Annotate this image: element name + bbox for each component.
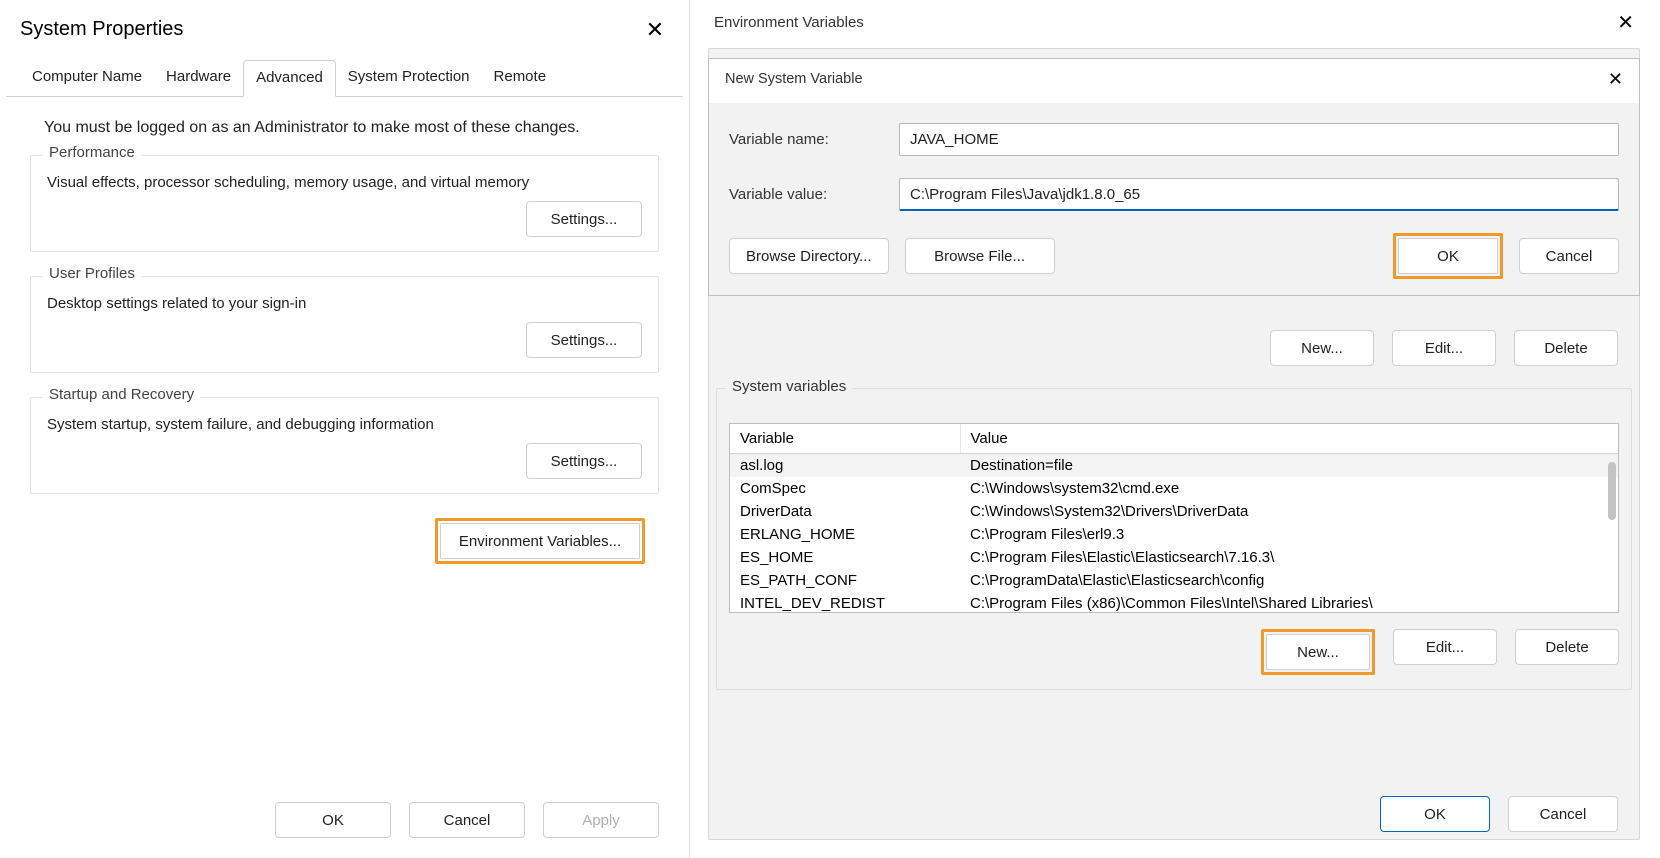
cell-value: C:\Program Files\Elastic\Elasticsearch\7… <box>960 546 1618 569</box>
edit-button[interactable]: Edit... <box>1392 330 1496 366</box>
table-row[interactable]: asl.logDestination=file <box>730 454 1618 478</box>
dialog-body: Variable name: Variable value: Browse Di… <box>709 103 1639 295</box>
tabs-bar: Computer Name Hardware Advanced System P… <box>6 59 683 97</box>
tab-computer-name[interactable]: Computer Name <box>20 60 154 97</box>
group-desc: Desktop settings related to your sign-in <box>47 295 642 312</box>
variable-value-row: Variable value: <box>729 178 1619 211</box>
group-title: Startup and Recovery <box>43 386 200 403</box>
cancel-button[interactable]: Cancel <box>409 802 525 838</box>
variable-value-label: Variable value: <box>729 186 899 203</box>
variable-name-row: Variable name: <box>729 123 1619 156</box>
edit-button[interactable]: Edit... <box>1393 629 1497 665</box>
group-desc: Visual effects, processor scheduling, me… <box>47 174 642 191</box>
ok-button[interactable]: OK <box>1380 796 1490 832</box>
cell-value: C:\ProgramData\Elastic\Elasticsearch\con… <box>960 569 1618 592</box>
cell-variable: INTEL_DEV_REDIST <box>730 592 960 612</box>
close-icon[interactable]: ✕ <box>1617 10 1634 35</box>
table-row[interactable]: ES_PATH_CONFC:\ProgramData\Elastic\Elast… <box>730 569 1618 592</box>
delete-button[interactable]: Delete <box>1515 629 1619 665</box>
table-row[interactable]: ERLANG_HOMEC:\Program Files\erl9.3 <box>730 523 1618 546</box>
system-variables-table[interactable]: Variable Value asl.logDestination=fileCo… <box>730 424 1618 612</box>
system-vars-button-row: New... Edit... Delete <box>729 629 1619 675</box>
new-button[interactable]: New... <box>1266 634 1370 670</box>
dialog-footer: Browse Directory... Browse File... OK Ca… <box>729 233 1619 279</box>
ok-button[interactable]: OK <box>1398 238 1498 274</box>
tab-hardware[interactable]: Hardware <box>154 60 243 97</box>
cell-variable: ES_HOME <box>730 546 960 569</box>
apply-button: Apply <box>543 802 659 838</box>
environment-variables-footer: OK Cancel <box>1380 796 1618 832</box>
tab-advanced[interactable]: Advanced <box>243 60 336 97</box>
startup-settings-button[interactable]: Settings... <box>526 443 642 479</box>
dialog-title: New System Variable <box>709 59 1639 103</box>
cell-variable: asl.log <box>730 454 960 478</box>
highlight-marker: Environment Variables... <box>435 518 645 564</box>
system-properties-window: System Properties ✕ Computer Name Hardwa… <box>0 0 690 858</box>
admin-note: You must be logged on as an Administrato… <box>44 119 659 137</box>
highlight-marker: OK <box>1393 233 1503 279</box>
cell-variable: DriverData <box>730 500 960 523</box>
system-variables-table-wrap: Variable Value asl.logDestination=fileCo… <box>729 423 1619 613</box>
tab-remote[interactable]: Remote <box>482 60 559 97</box>
scrollbar-thumb[interactable] <box>1608 462 1616 520</box>
cell-variable: ComSpec <box>730 477 960 500</box>
group-title: Performance <box>43 144 141 161</box>
user-profiles-group: User Profiles Desktop settings related t… <box>30 276 659 373</box>
window-title: System Properties <box>0 0 689 53</box>
cancel-button[interactable]: Cancel <box>1508 796 1618 832</box>
cell-value: C:\Program Files\erl9.3 <box>960 523 1618 546</box>
cell-value: C:\Windows\System32\Drivers\DriverData <box>960 500 1618 523</box>
table-row[interactable]: INTEL_DEV_REDISTC:\Program Files (x86)\C… <box>730 592 1618 612</box>
group-desc: System startup, system failure, and debu… <box>47 416 642 433</box>
system-properties-body: You must be logged on as an Administrato… <box>0 97 689 564</box>
user-vars-button-row: New... Edit... Delete <box>1270 330 1618 366</box>
performance-settings-button[interactable]: Settings... <box>526 201 642 237</box>
cell-value: Destination=file <box>960 454 1618 478</box>
highlight-marker: New... <box>1261 629 1375 675</box>
column-header-variable[interactable]: Variable <box>730 424 960 454</box>
delete-button[interactable]: Delete <box>1514 330 1618 366</box>
profiles-settings-button[interactable]: Settings... <box>526 322 642 358</box>
ok-button[interactable]: OK <box>275 802 391 838</box>
group-legend: System variables <box>726 378 852 395</box>
new-system-variable-dialog: New System Variable ✕ Variable name: Var… <box>708 58 1640 296</box>
table-row[interactable]: ComSpecC:\Windows\system32\cmd.exe <box>730 477 1618 500</box>
window-title: Environment Variables <box>690 0 1660 43</box>
cancel-button[interactable]: Cancel <box>1519 238 1619 274</box>
table-row[interactable]: DriverDataC:\Windows\System32\Drivers\Dr… <box>730 500 1618 523</box>
new-button[interactable]: New... <box>1270 330 1374 366</box>
cell-variable: ES_PATH_CONF <box>730 569 960 592</box>
table-row[interactable]: ES_HOMEC:\Program Files\Elastic\Elastics… <box>730 546 1618 569</box>
startup-recovery-group: Startup and Recovery System startup, sys… <box>30 397 659 494</box>
browse-file-button[interactable]: Browse File... <box>905 238 1055 274</box>
system-variables-group: System variables Variable Value asl.logD… <box>716 388 1632 690</box>
cell-value: C:\Windows\system32\cmd.exe <box>960 477 1618 500</box>
column-header-value[interactable]: Value <box>960 424 1618 454</box>
browse-directory-button[interactable]: Browse Directory... <box>729 238 889 274</box>
tab-system-protection[interactable]: System Protection <box>336 60 482 97</box>
variable-value-input[interactable] <box>899 178 1619 211</box>
group-title: User Profiles <box>43 265 141 282</box>
performance-group: Performance Visual effects, processor sc… <box>30 155 659 252</box>
close-icon[interactable]: ✕ <box>643 18 667 42</box>
close-icon[interactable]: ✕ <box>1608 69 1623 90</box>
variable-name-input[interactable] <box>899 123 1619 156</box>
cell-variable: ERLANG_HOME <box>730 523 960 546</box>
environment-variables-button[interactable]: Environment Variables... <box>440 523 640 559</box>
environment-variables-window: Environment Variables ✕ New System Varia… <box>690 0 1660 858</box>
env-vars-button-row: Environment Variables... <box>30 518 645 564</box>
cell-value: C:\Program Files (x86)\Common Files\Inte… <box>960 592 1618 612</box>
system-properties-footer: OK Cancel Apply <box>275 802 659 838</box>
variable-name-label: Variable name: <box>729 131 899 148</box>
